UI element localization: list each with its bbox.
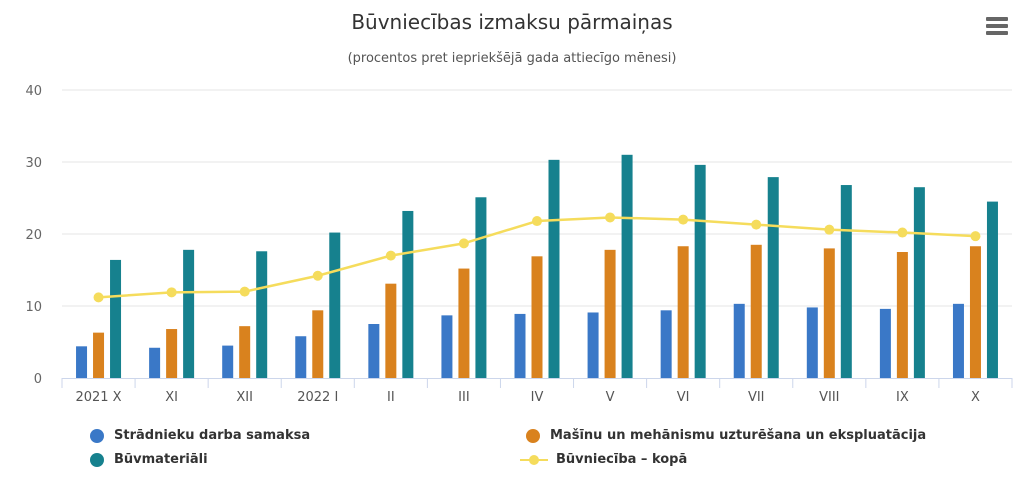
x-tick-label: 2022 I xyxy=(297,390,338,405)
bar xyxy=(368,324,380,378)
line-point xyxy=(824,224,835,235)
x-tick-label: 2021 X xyxy=(75,390,121,405)
chart-legend: Strādnieku darba samaksa Būvmateriāli Ma… xyxy=(0,425,1024,485)
bar xyxy=(952,303,964,378)
bar xyxy=(750,244,762,378)
x-tick-label: IV xyxy=(531,390,544,405)
bar xyxy=(621,154,633,378)
line-point xyxy=(897,227,908,238)
line-point xyxy=(751,219,762,230)
x-tick-label: XII xyxy=(236,390,253,405)
bar xyxy=(531,256,543,378)
line-point xyxy=(678,214,689,225)
hamburger-menu-icon[interactable] xyxy=(986,17,1008,35)
bar xyxy=(110,259,122,378)
bar xyxy=(295,336,307,378)
x-tick-label: VII xyxy=(748,390,765,405)
bar xyxy=(149,347,161,378)
y-tick-label: 0 xyxy=(34,372,42,387)
bar xyxy=(93,332,105,378)
bar xyxy=(879,308,891,378)
bar xyxy=(402,210,414,378)
bar xyxy=(694,164,706,378)
bar xyxy=(913,187,925,378)
bar xyxy=(604,249,616,378)
legend-label: Mašīnu un mehānismu uzturēšana un eksplu… xyxy=(550,428,927,443)
bar xyxy=(239,326,251,378)
y-tick-label: 40 xyxy=(25,84,42,99)
x-tick-label: VIII xyxy=(819,390,839,405)
bar xyxy=(677,246,689,378)
y-tick-label: 10 xyxy=(25,300,42,315)
line-point xyxy=(970,231,981,242)
bar xyxy=(823,248,835,378)
bar xyxy=(733,303,745,378)
bar xyxy=(441,315,453,378)
line-point xyxy=(239,286,250,297)
bar xyxy=(767,177,779,378)
x-tick-label: IX xyxy=(896,390,909,405)
line-point xyxy=(166,287,177,298)
x-tick-label: X xyxy=(971,390,980,405)
bar xyxy=(660,310,672,378)
menu-bar xyxy=(986,17,1008,21)
x-tick-label: XI xyxy=(165,390,178,405)
line-point xyxy=(312,270,323,281)
legend-marker xyxy=(520,453,548,467)
x-tick-label: V xyxy=(606,390,615,405)
bar xyxy=(986,201,998,378)
bar xyxy=(458,268,470,378)
bar xyxy=(840,185,852,378)
legend-item[interactable]: Būvmateriāli xyxy=(90,452,208,467)
bar xyxy=(896,252,908,378)
x-tick-label: II xyxy=(387,390,395,405)
legend-item[interactable]: Strādnieku darba samaksa xyxy=(90,428,310,443)
bar xyxy=(76,346,88,378)
bar xyxy=(514,313,526,378)
legend-item[interactable]: Būvniecība – kopā xyxy=(520,452,687,467)
menu-bar xyxy=(986,31,1008,35)
legend-item[interactable]: Mašīnu un mehānismu uzturēšana un eksplu… xyxy=(526,428,926,443)
bar xyxy=(222,345,234,378)
bar xyxy=(969,246,981,378)
menu-bar xyxy=(986,24,1008,28)
bar xyxy=(548,159,560,378)
line-point xyxy=(458,238,469,249)
bar xyxy=(475,197,487,378)
legend-label: Būvmateriāli xyxy=(114,452,208,467)
bar xyxy=(587,312,599,378)
legend-marker xyxy=(90,452,104,467)
line-point xyxy=(93,292,104,303)
bar xyxy=(312,310,324,378)
bar xyxy=(183,249,195,378)
chart-title: Būvniecības izmaksu pārmaiņas xyxy=(351,10,673,34)
bar xyxy=(329,232,341,378)
chart-subtitle: (procentos pret iepriekšējā gada attiecī… xyxy=(347,51,677,66)
bar xyxy=(385,283,397,378)
legend-marker xyxy=(90,428,104,443)
bar xyxy=(806,307,818,378)
line-point xyxy=(605,212,616,223)
y-tick-label: 30 xyxy=(25,156,42,171)
x-tick-label: III xyxy=(458,390,470,405)
line-point xyxy=(385,250,396,261)
legend-marker xyxy=(526,428,540,443)
y-tick-label: 20 xyxy=(25,228,42,243)
x-tick-label: VI xyxy=(677,390,690,405)
legend-label: Strādnieku darba samaksa xyxy=(114,428,311,443)
line-point xyxy=(532,216,542,227)
bar xyxy=(166,329,178,378)
bar xyxy=(256,251,268,378)
legend-label: Būvniecība – kopā xyxy=(556,452,688,467)
